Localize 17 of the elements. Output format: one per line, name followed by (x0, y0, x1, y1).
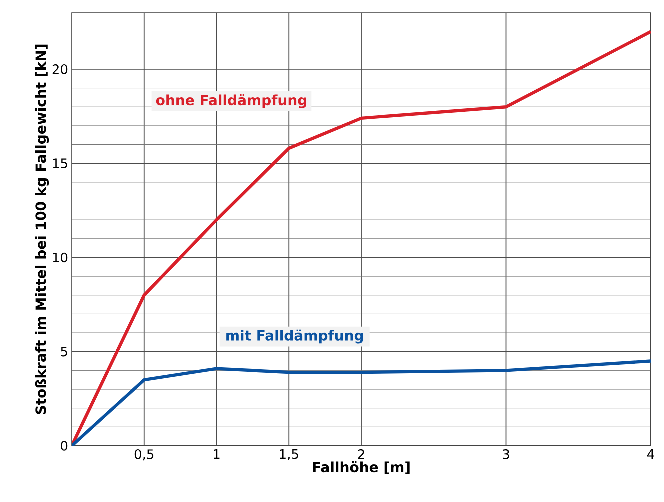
y-axis-title: Stoßkraft im Mittel bei 100 kg Fallgewicht [kN] (35, 44, 50, 414)
x-axis-title: Fallhöhe [m] (313, 462, 410, 474)
x-tick-label: 3 (503, 450, 510, 460)
series-label: mit Falldämpfung (226, 330, 364, 344)
line-series (72, 30, 651, 446)
y-tick-label: 10 (53, 252, 68, 263)
x-tick-label: 1,5 (280, 450, 298, 460)
x-tick-label: 1 (214, 450, 220, 459)
x-tick-label: 4 (647, 450, 654, 459)
x-tick-label: 2 (358, 450, 364, 460)
line-series (72, 360, 651, 446)
y-tick-label: 20 (52, 64, 68, 74)
y-tick-label: 0 (61, 441, 68, 451)
x-tick-label: 0,5 (134, 450, 154, 461)
y-tick-label: 5 (61, 347, 68, 357)
text: ohne Falldämpfung (156, 94, 306, 108)
y-tick-label: 15 (53, 158, 68, 168)
